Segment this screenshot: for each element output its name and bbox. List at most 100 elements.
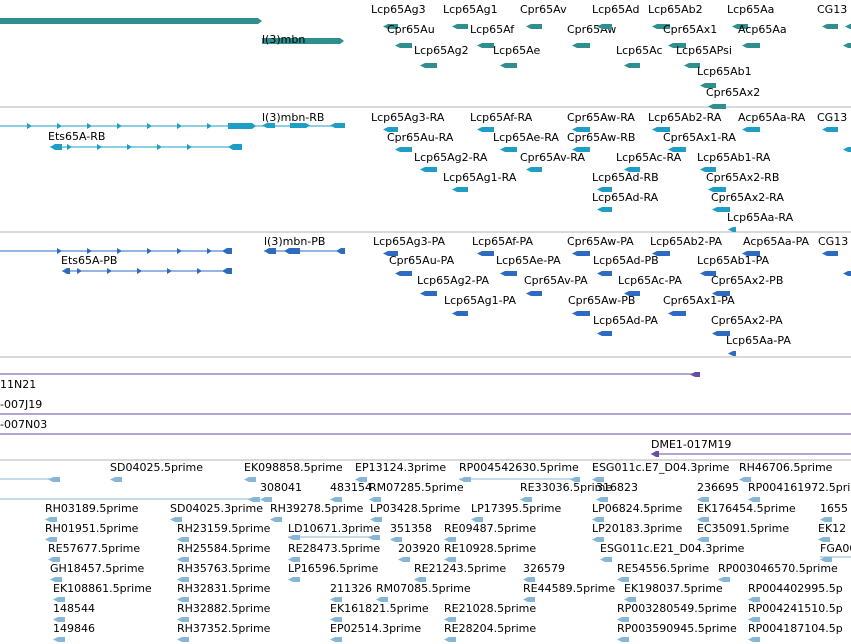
feature[interactable] [0, 497, 260, 502]
feature[interactable]: Lcp65Ag1-RA [443, 171, 517, 192]
feature[interactable]: Lcp65Aa-RA [727, 211, 794, 232]
feature[interactable]: RH39278.5prime [270, 502, 364, 522]
feature[interactable]: RP004241510.5p [748, 602, 843, 622]
feature[interactable]: Lcp65Af-PA [472, 235, 533, 256]
feature[interactable]: Lcp65Ad-PA [593, 314, 658, 336]
feature[interactable]: 11N21 [0, 372, 700, 391]
feature[interactable]: 149846 [53, 622, 95, 642]
feature[interactable]: Lcp65Ad-PB [593, 254, 659, 276]
feature[interactable]: -007J19 [0, 398, 851, 415]
feature[interactable]: Lcp65Ag2-PA [417, 274, 490, 296]
feature[interactable]: GH18457.5prime [50, 562, 145, 582]
feature[interactable]: Lcp65Ag3-RA [371, 111, 445, 132]
feature[interactable]: Cpr65Aw-PB [568, 294, 635, 316]
feature[interactable]: Lcp65Ab2 [648, 3, 703, 29]
feature[interactable]: RM07085.5prime [376, 582, 471, 602]
feature[interactable]: RH23159.5prime [177, 522, 271, 542]
feature[interactable]: Lcp65Ag2 [414, 44, 469, 68]
feature[interactable]: 351358 [390, 522, 432, 542]
feature[interactable]: RH46706.5prime [739, 461, 833, 482]
feature[interactable]: EK12 [818, 522, 846, 542]
feature[interactable]: Lcp65Ag3-PA [373, 235, 446, 256]
feature[interactable]: Ets65A-PB [61, 254, 232, 274]
feature[interactable]: LP03428.5prime [370, 502, 461, 522]
feature[interactable]: Cpr65Ax1-RA [663, 131, 736, 152]
feature[interactable]: EK176454.5prime [697, 502, 796, 522]
feature[interactable]: RP004542630.5prime [459, 461, 580, 482]
feature[interactable]: FGA006E [820, 542, 851, 562]
feature[interactable]: Lcp65Aa-PA [726, 334, 791, 356]
feature[interactable]: Lcp65Ab1-PA [697, 254, 770, 276]
feature[interactable]: 203920 [398, 542, 440, 562]
feature[interactable]: RE21028.5prime [444, 602, 536, 622]
feature[interactable]: RH32831.5prime [177, 582, 271, 602]
feature[interactable]: Lcp65Af [470, 23, 515, 48]
feature[interactable]: LP16596.5prime [288, 562, 379, 582]
feature[interactable]: 1655 [820, 502, 848, 522]
feature[interactable]: CG13 [817, 3, 851, 29]
feature[interactable]: Cpr65Ax2-PB [711, 274, 783, 296]
feature[interactable]: Lcp65Ad-RA [592, 191, 659, 212]
feature[interactable]: Cpr65Av-RA [520, 151, 585, 172]
feature[interactable]: Lcp65Ab2-RA [648, 111, 722, 132]
feature[interactable] [0, 123, 345, 129]
feature[interactable]: RP004187104.5p [748, 622, 843, 642]
feature[interactable]: RE33036.5prime [520, 481, 612, 502]
feature[interactable]: Cpr65Ax1 [663, 23, 717, 48]
feature[interactable]: EK161821.5prime [330, 602, 429, 622]
feature[interactable]: RE28204.5prime [444, 622, 536, 642]
feature[interactable]: Lcp65Aa [727, 3, 774, 29]
feature[interactable]: Cpr65Ax2-PA [711, 314, 783, 336]
feature[interactable]: Acp65Aa [738, 23, 787, 48]
feature[interactable] [0, 248, 232, 254]
feature[interactable]: CG13 [818, 235, 851, 276]
feature[interactable]: Lcp65Ac [616, 44, 663, 68]
feature[interactable]: l(3)mbn-RB [262, 111, 324, 124]
feature[interactable]: Lcp65Ab2-PA [650, 235, 723, 256]
feature[interactable]: Cpr65Ax1-PA [663, 294, 735, 316]
feature[interactable]: Lcp65Ad [592, 3, 639, 29]
feature[interactable]: ESG011c.E21_D04.3prime [600, 542, 745, 562]
feature[interactable]: SD04025.5prime [110, 461, 203, 482]
feature[interactable]: 316823 [596, 481, 638, 502]
feature[interactable]: Cpr65Au [387, 23, 435, 48]
feature[interactable]: Lcp65Ab1 [697, 65, 752, 88]
feature[interactable]: l(3)mbn [0, 18, 344, 46]
feature[interactable]: Cpr65Au-PA [389, 254, 455, 276]
feature[interactable]: Cpr65Aw-RB [567, 131, 635, 152]
feature[interactable]: Lcp65Ad-RB [592, 171, 659, 192]
feature[interactable]: RH35763.5prime [177, 562, 271, 582]
feature[interactable]: RE09487.5prime [444, 522, 536, 542]
feature[interactable]: RP003590945.5prime [617, 622, 737, 642]
feature[interactable]: EC35091.5prime [697, 522, 789, 542]
feature[interactable]: EK198037.5prime [624, 582, 723, 602]
feature[interactable]: 148544 [53, 602, 95, 622]
feature[interactable]: Cpr65Aw-PA [567, 235, 634, 256]
feature[interactable]: EK108861.5prime [53, 582, 152, 602]
feature[interactable]: DME1-017M19 [651, 438, 851, 457]
feature[interactable]: RE28473.5prime [288, 542, 380, 562]
feature[interactable]: EP13124.3prime [355, 461, 446, 482]
feature[interactable]: RP004161972.5prime [748, 481, 851, 502]
feature[interactable]: LD10671.3prime [288, 522, 380, 540]
feature[interactable]: RH01951.5prime [45, 522, 139, 542]
feature[interactable]: RP003280549.5prime [617, 602, 737, 622]
feature[interactable]: LP06824.5prime [592, 502, 683, 522]
feature[interactable]: RM07285.5prime [369, 481, 464, 502]
feature[interactable]: 236695 [697, 481, 739, 502]
feature[interactable]: RE21243.5prime [414, 562, 506, 582]
feature[interactable]: RE54556.5prime [617, 562, 709, 582]
feature[interactable]: Cpr65Au-RA [387, 131, 454, 152]
feature[interactable]: Cpr65Av-PA [524, 274, 588, 296]
feature[interactable]: RE10928.5prime [444, 542, 536, 562]
feature[interactable]: Lcp65Ae [493, 44, 540, 68]
feature[interactable]: ESG011c.E7_D04.3prime [592, 461, 730, 482]
feature[interactable]: Cpr65Ax2-RB [706, 171, 779, 192]
feature[interactable] [843, 43, 851, 48]
feature[interactable]: Cpr65Av [520, 3, 567, 29]
feature[interactable]: RP004402995.5p [748, 582, 843, 602]
feature[interactable]: Lcp65Ab1-RA [697, 151, 771, 172]
feature[interactable]: RH03189.5prime [45, 502, 139, 522]
feature[interactable]: Lcp65Ac-RA [616, 151, 682, 172]
